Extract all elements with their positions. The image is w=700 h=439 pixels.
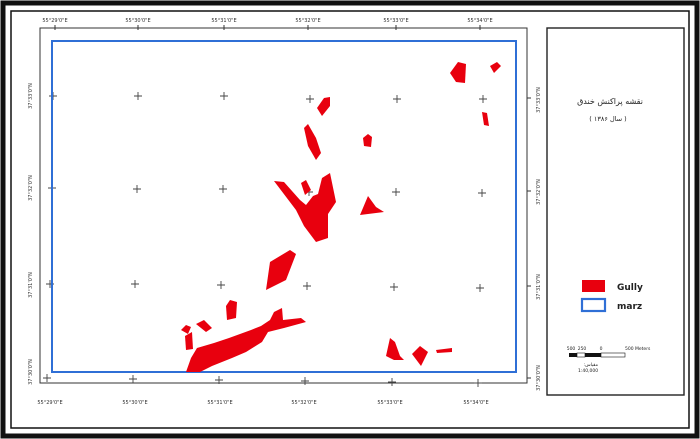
left-tick-label: 37°30'0"N bbox=[28, 359, 34, 385]
left-tick-labels: 37°33'0"N 37°32'0"N 37°31'0"N 37°30'0"N bbox=[28, 83, 34, 385]
right-tick-label: 37°31'0"N bbox=[536, 274, 542, 300]
gully-polygon bbox=[274, 173, 336, 242]
bottom-tick-label: 55°32'0"E bbox=[291, 400, 316, 406]
bottom-tick-label: 55°31'0"E bbox=[207, 400, 232, 406]
gully-polygon bbox=[186, 308, 306, 372]
right-tick-labels: 37°33'0"N 37°32'0"N 37°31'0"N 37°30'0"N bbox=[536, 87, 542, 391]
left-tick-label: 37°32'0"N bbox=[28, 175, 34, 201]
gully-polygon bbox=[482, 112, 489, 126]
top-tick-label: 55°30'0"E bbox=[125, 18, 150, 24]
top-tick-labels: 55°29'0"E 55°30'0"E 55°31'0"E 55°32'0"E … bbox=[42, 18, 492, 24]
gully-polygon bbox=[436, 348, 452, 353]
gully-polygon bbox=[450, 62, 466, 83]
legend-panel bbox=[546, 27, 685, 396]
gully-legend-label: Gully bbox=[617, 283, 643, 293]
gully-polygon bbox=[363, 134, 372, 147]
map-subtitle: ( سال ۱۳۸۶ ) bbox=[589, 115, 626, 123]
scale-ratio-label: مقیاس: bbox=[584, 363, 599, 368]
study-area-boundary bbox=[51, 40, 517, 373]
gully-polygon bbox=[301, 180, 311, 195]
gully-polygon bbox=[185, 332, 193, 350]
bottom-tick-label: 55°29'0"E bbox=[37, 400, 62, 406]
scale-bar-label: 500 bbox=[567, 346, 576, 352]
top-tick-label: 55°33'0"E bbox=[383, 18, 408, 24]
gully-polygon bbox=[412, 346, 428, 366]
top-tick-label: 55°31'0"E bbox=[211, 18, 236, 24]
left-tick-label: 37°33'0"N bbox=[28, 83, 34, 109]
gully-polygon bbox=[386, 338, 404, 360]
gully-polygon bbox=[196, 320, 212, 332]
scale-bar-label: 500 Meters bbox=[625, 346, 651, 352]
scale-bar: 500 250 0 500 Meters مقیاس: 1:40,000 bbox=[567, 346, 651, 374]
top-tick-marks bbox=[54, 25, 481, 30]
map-frame bbox=[39, 27, 528, 384]
gully-polygons bbox=[181, 62, 501, 372]
right-tick-label: 37°33'0"N bbox=[536, 87, 542, 113]
gully-polygon bbox=[360, 196, 384, 215]
gully-polygon bbox=[181, 325, 191, 334]
gully-polygon bbox=[490, 62, 501, 73]
scale-ratio: 1:40,000 bbox=[578, 368, 598, 374]
gully-polygon bbox=[317, 97, 330, 116]
gully-polygon bbox=[226, 300, 237, 320]
gully-polygon bbox=[304, 124, 321, 160]
bottom-tick-label: 55°33'0"E bbox=[377, 400, 402, 406]
scale-bar-label: 250 bbox=[578, 346, 587, 352]
bottom-tick-label: 55°30'0"E bbox=[122, 400, 147, 406]
top-tick-label: 55°34'0"E bbox=[467, 18, 492, 24]
gully-legend-swatch bbox=[582, 280, 605, 292]
right-tick-label: 37°32'0"N bbox=[536, 179, 542, 205]
marz-legend-label: marz bbox=[617, 302, 642, 312]
inner-frame bbox=[10, 10, 690, 429]
left-tick-label: 37°31'0"N bbox=[28, 272, 34, 298]
marz-legend-swatch bbox=[580, 297, 607, 313]
scale-bar-label: 0 bbox=[600, 346, 603, 352]
gully-polygon bbox=[266, 250, 296, 290]
top-tick-label: 55°32'0"E bbox=[295, 18, 320, 24]
top-tick-label: 55°29'0"E bbox=[42, 18, 67, 24]
right-tick-marks bbox=[527, 97, 531, 379]
bottom-tick-label: 55°34'0"E bbox=[463, 400, 488, 406]
bottom-tick-labels: 55°29'0"E 55°30'0"E 55°31'0"E 55°32'0"E … bbox=[37, 400, 488, 406]
right-tick-label: 37°30'0"N bbox=[536, 365, 542, 391]
map-title: نقشه پراکنش خندق bbox=[577, 97, 643, 106]
